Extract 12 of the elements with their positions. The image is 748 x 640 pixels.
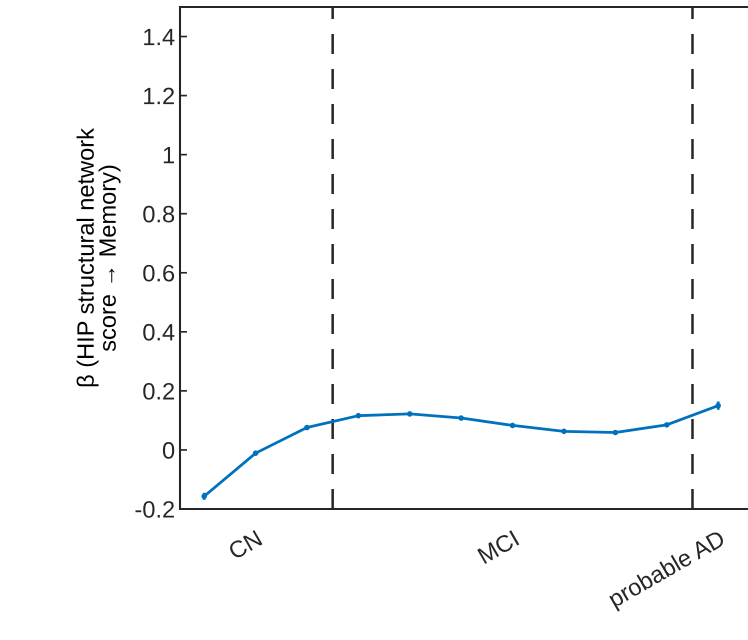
y-tick-label: 0.4 xyxy=(143,324,174,341)
y-tick-label: 1.2 xyxy=(144,88,174,104)
x-tick-label: CN xyxy=(227,530,263,560)
y-tick-label: 0 xyxy=(162,442,174,459)
y-axis-title: β (HIP structural network score → Memory) xyxy=(76,128,121,386)
y-tick-label: 1 xyxy=(164,146,174,164)
y-tick-label: 0.2 xyxy=(143,382,174,400)
y-tick-label: -0.2 xyxy=(136,501,174,518)
y-tick-label: 0.8 xyxy=(143,206,174,222)
y-tick-label: 0.6 xyxy=(143,264,174,282)
y-tick-label: 1.4 xyxy=(144,28,174,46)
x-tick-label: MCI xyxy=(477,530,520,564)
